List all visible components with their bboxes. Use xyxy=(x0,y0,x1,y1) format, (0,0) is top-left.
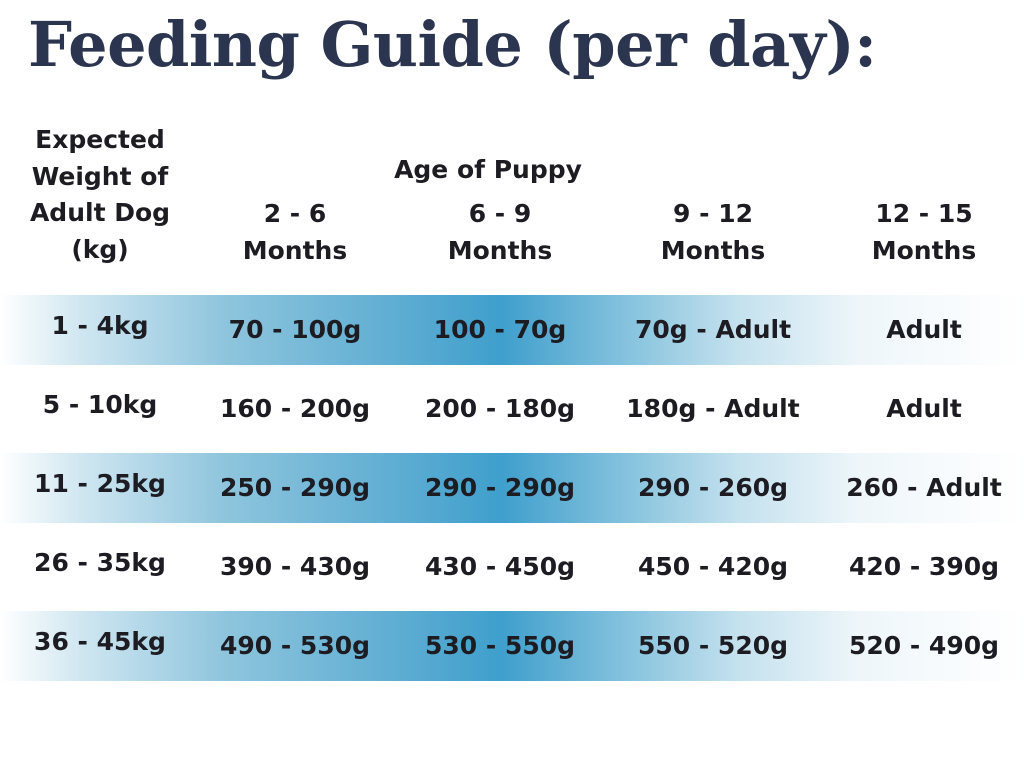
weight-header-line-4: (kg) xyxy=(71,234,129,264)
row-value: 450 - 420g xyxy=(637,552,789,581)
row-value: Adult xyxy=(886,394,962,423)
row-band-1 xyxy=(0,295,1024,365)
column-header-range: 2 - 6 xyxy=(263,199,327,228)
row-value: Adult xyxy=(886,315,962,344)
row-value: 290 - 290g xyxy=(424,473,576,502)
page-title: Feeding Guide (per day): xyxy=(28,8,877,81)
row-value: 520 - 490g xyxy=(848,631,1000,660)
row-value: 250 - 290g xyxy=(219,473,371,502)
age-group-header: Age of Puppy xyxy=(394,155,582,184)
row-value: 550 - 520g xyxy=(637,631,789,660)
row-value: 490 - 530g xyxy=(219,631,371,660)
column-header-unit: Months xyxy=(242,235,348,265)
row-value: 420 - 390g xyxy=(848,552,1000,581)
row-value: 290 - 260g xyxy=(637,473,789,502)
column-header-range: 9 - 12 xyxy=(673,199,753,228)
column-header-2-6-months: 2 - 6 Months xyxy=(195,196,395,269)
column-header-range: 12 - 15 xyxy=(875,199,973,228)
row-band-5 xyxy=(0,611,1024,681)
row-weight: 36 - 45kg xyxy=(34,627,166,656)
column-header-unit: Months xyxy=(871,235,977,265)
row-value: 100 - 70g xyxy=(433,315,567,344)
column-header-9-12-months: 9 - 12 Months xyxy=(613,196,813,269)
column-header-range: 6 - 9 xyxy=(468,199,532,228)
column-header-6-9-months: 6 - 9 Months xyxy=(400,196,600,269)
weight-header-line-1: Expected xyxy=(35,125,165,154)
row-value: 180g - Adult xyxy=(626,394,800,423)
row-value: 200 - 180g xyxy=(424,394,576,423)
row-weight: 11 - 25kg xyxy=(34,469,166,498)
column-header-unit: Months xyxy=(660,235,766,265)
row-weight: 1 - 4kg xyxy=(51,311,149,340)
row-value: 70 - 100g xyxy=(228,315,362,344)
row-value: 430 - 450g xyxy=(424,552,576,581)
weight-header-line-2: Weight of xyxy=(31,161,169,191)
row-value: 530 - 550g xyxy=(424,631,576,660)
weight-header-line-3: Adult Dog xyxy=(29,198,171,227)
row-band-3 xyxy=(0,453,1024,523)
row-value: 390 - 430g xyxy=(219,552,371,581)
column-header-12-15-months: 12 - 15 Months xyxy=(824,196,1024,269)
row-value: 160 - 200g xyxy=(219,394,371,423)
column-header-unit: Months xyxy=(447,235,553,265)
row-value: 70g - Adult xyxy=(634,315,792,344)
row-weight: 26 - 35kg xyxy=(34,548,166,577)
row-value: 260 - Adult xyxy=(846,473,1002,502)
row-weight: 5 - 10kg xyxy=(42,390,158,419)
weight-column-header: Expected Weight of Adult Dog (kg) xyxy=(0,122,200,268)
